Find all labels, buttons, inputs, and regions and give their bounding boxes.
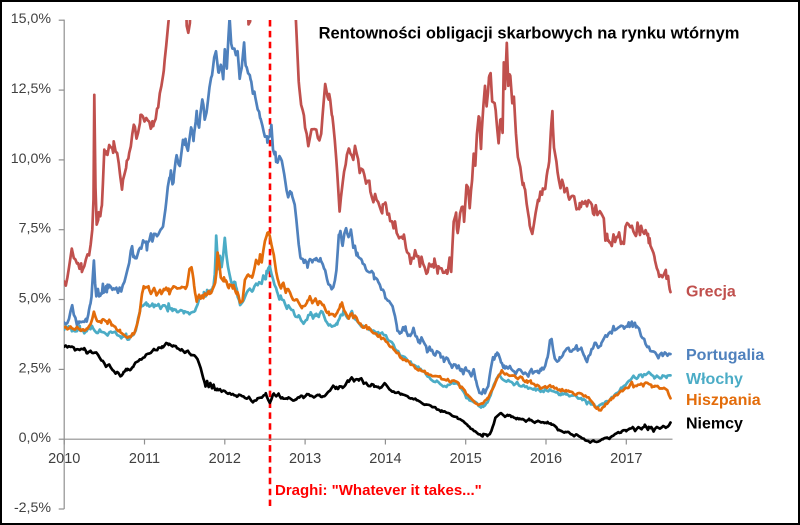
svg-text:Draghi: "Whatever it takes...": Draghi: "Whatever it takes..." <box>275 482 482 499</box>
svg-text:10,0%: 10,0% <box>11 151 52 167</box>
svg-text:2017: 2017 <box>610 451 642 467</box>
svg-text:2011: 2011 <box>129 451 160 467</box>
svg-text:Grecja: Grecja <box>686 284 736 301</box>
svg-text:2010: 2010 <box>48 451 80 467</box>
svg-text:2012: 2012 <box>209 451 241 467</box>
svg-text:2,5%: 2,5% <box>19 360 52 376</box>
svg-text:-2,5%: -2,5% <box>14 500 51 516</box>
svg-text:2015: 2015 <box>450 451 482 467</box>
svg-text:Hiszpania: Hiszpania <box>686 392 761 409</box>
svg-text:5,0%: 5,0% <box>19 291 52 307</box>
svg-text:0,0%: 0,0% <box>19 430 52 446</box>
svg-text:2016: 2016 <box>530 451 562 467</box>
svg-text:7,5%: 7,5% <box>19 221 52 237</box>
svg-text:Niemcy: Niemcy <box>686 416 743 433</box>
svg-text:Włochy: Włochy <box>686 371 743 388</box>
svg-text:15,0%: 15,0% <box>11 11 52 27</box>
svg-text:Rentowności obligacji skarbowy: Rentowności obligacji skarbowych na rynk… <box>319 25 740 43</box>
svg-text:2013: 2013 <box>289 451 321 467</box>
svg-text:12,5%: 12,5% <box>11 81 52 97</box>
svg-text:Portugalia: Portugalia <box>686 347 764 364</box>
svg-text:2014: 2014 <box>369 451 401 467</box>
